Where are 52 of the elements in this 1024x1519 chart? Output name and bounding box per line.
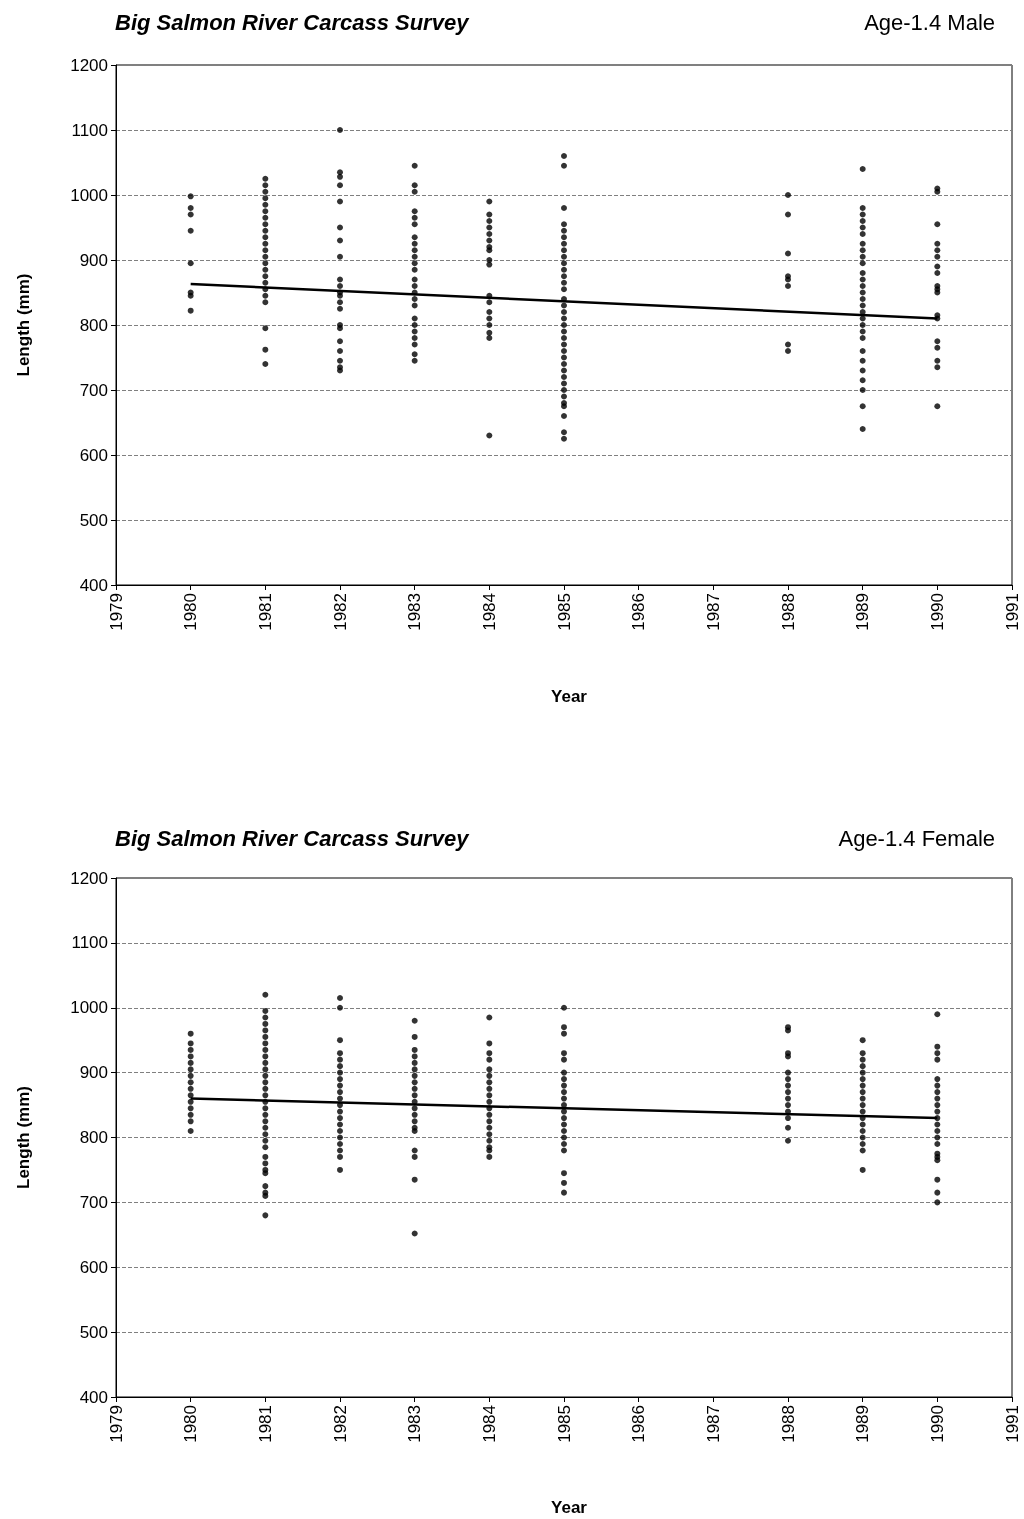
- y-tick-label: 1200: [70, 868, 108, 888]
- x-tick-label: 1980: [181, 1405, 201, 1443]
- chart-title: Big Salmon River Carcass Survey: [115, 825, 471, 851]
- x-tick-label: 1980: [181, 593, 201, 631]
- x-tick-label: 1984: [479, 593, 499, 631]
- x-tick-label: 1985: [554, 593, 574, 631]
- x-tick-label: 1990: [927, 1405, 947, 1443]
- x-tick-label: 1991: [1002, 1405, 1022, 1443]
- x-tick-label: 1986: [629, 593, 649, 631]
- x-tick-label: 1984: [479, 1405, 499, 1443]
- y-tick-label: 600: [79, 445, 108, 465]
- x-tick-label: 1983: [405, 593, 425, 631]
- y-tick-label: 1200: [70, 55, 108, 75]
- x-tick-label: 1988: [778, 1405, 798, 1443]
- chart-subtitle: Age-1.4 Female: [838, 825, 996, 851]
- x-tick-label: 1979: [106, 593, 126, 631]
- y-tick-label: 800: [79, 1128, 108, 1147]
- x-tick-label: 1982: [330, 593, 350, 631]
- x-axis-title: Year: [551, 1498, 588, 1517]
- y-tick-label: 400: [79, 1387, 108, 1407]
- x-tick-label: 1987: [703, 593, 723, 631]
- chart-title: Big Salmon River Carcass Survey: [115, 9, 471, 35]
- y-tick-label: 1100: [71, 120, 108, 140]
- x-tick-label: 1985: [554, 1405, 574, 1443]
- x-tick-label: 1989: [853, 1405, 873, 1443]
- x-tick-label: 1991: [1002, 593, 1022, 631]
- y-tick-label: 1000: [70, 998, 108, 1018]
- y-axis-title: Length (mm): [14, 1086, 33, 1189]
- x-tick-label: 1983: [405, 1405, 425, 1443]
- x-tick-label: 1987: [703, 1405, 723, 1443]
- x-tick-label: 1986: [629, 1405, 649, 1443]
- y-tick-label: 600: [79, 1257, 108, 1277]
- y-tick-label: 500: [79, 510, 108, 530]
- x-tick-label: 1990: [927, 593, 947, 631]
- x-axis-title: Year: [551, 687, 588, 706]
- y-axis-title: Length (mm): [14, 273, 33, 377]
- y-tick-label: 900: [79, 1063, 108, 1083]
- chart-subtitle: Age-1.4 Male: [864, 9, 996, 35]
- x-tick-label: 1989: [853, 593, 873, 631]
- y-tick-label: 400: [79, 575, 108, 595]
- y-tick-label: 1000: [70, 185, 108, 205]
- y-tick-label: 800: [79, 315, 108, 335]
- x-tick-label: 1981: [255, 1405, 275, 1443]
- y-tick-label: 700: [79, 1192, 108, 1212]
- x-tick-label: 1982: [330, 1405, 350, 1443]
- y-tick-label: 500: [79, 1322, 108, 1342]
- y-tick-label: 900: [79, 250, 108, 270]
- y-tick-label: 1100: [71, 933, 108, 953]
- x-tick-label: 1981: [255, 593, 275, 631]
- x-tick-label: 1979: [106, 1405, 126, 1443]
- y-tick-label: 700: [79, 380, 108, 400]
- x-tick-label: 1988: [778, 593, 798, 631]
